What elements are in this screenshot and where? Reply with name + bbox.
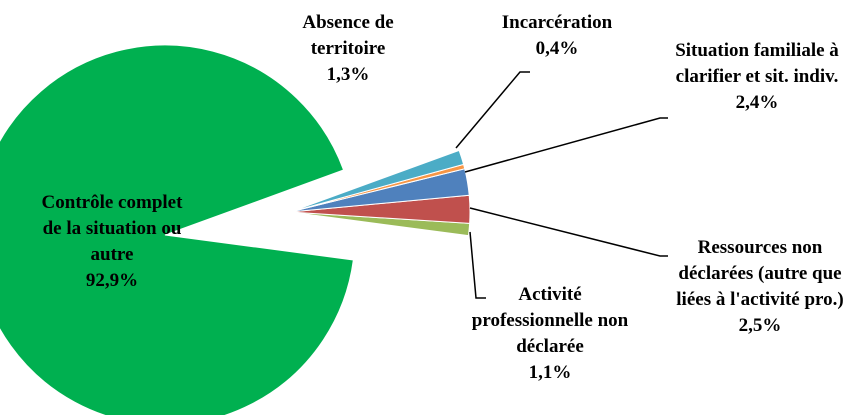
slice-label: Ressources non déclarées (autre que liée…: [665, 235, 850, 339]
pie-slice: [289, 149, 465, 213]
category-label: Absence de territoire: [302, 12, 394, 59]
slice-label: Incarcération 0,4%: [482, 10, 632, 62]
leader-line: [469, 231, 486, 299]
value-label: 92,9%: [85, 270, 139, 291]
leader-line: [469, 207, 668, 257]
pie-slice: [0, 44, 354, 415]
leader-lines: [455, 71, 668, 299]
category-label: Activité professionnelle non déclarée: [471, 284, 629, 357]
category-label: Contrôle complet de la situation ou autr…: [41, 192, 183, 265]
value-label: 0,4%: [535, 38, 579, 59]
leader-line: [455, 71, 530, 149]
slice-label: Activité professionnelle non déclarée 1,1…: [460, 282, 640, 386]
category-label: Situation familiale à clarifier et sit. …: [675, 40, 839, 87]
value-label: 1,3%: [326, 64, 370, 85]
category-label: Incarcération: [501, 12, 613, 33]
value-label: 2,4%: [735, 92, 779, 113]
leader-line: [464, 117, 668, 173]
value-label: 1,1%: [528, 362, 572, 383]
slice-label: Contrôle complet de la situation ou autr…: [32, 190, 192, 294]
category-label: Ressources non déclarées (autre que liée…: [676, 237, 844, 310]
slice-label: Situation familiale à clarifier et sit. …: [672, 38, 842, 116]
slice-label: Absence de territoire 1,3%: [283, 10, 413, 88]
value-label: 2,5%: [738, 315, 782, 336]
